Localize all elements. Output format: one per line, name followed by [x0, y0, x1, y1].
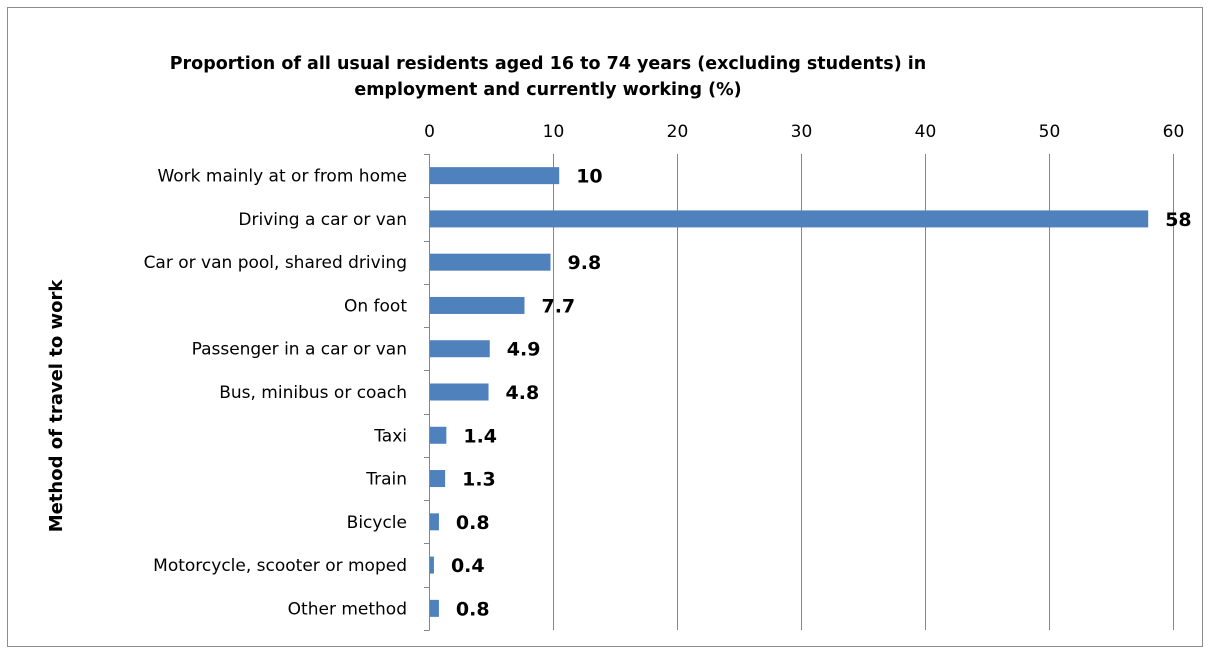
x-tick-label: 20	[667, 122, 689, 142]
data-label: 7.7	[541, 295, 575, 317]
gridlines	[424, 154, 1174, 631]
category-label: On foot	[344, 296, 407, 316]
category-label: Bicycle	[347, 513, 407, 533]
bar-chart: Proportion of all usual residents aged 1…	[46, 54, 1192, 631]
data-label: 4.9	[507, 339, 541, 361]
x-tick-label: 60	[1163, 122, 1185, 142]
chart-title-line-2: employment and currently working (%)	[354, 80, 741, 100]
x-tick-label: 30	[791, 122, 813, 142]
category-label: Other method	[288, 599, 407, 619]
category-label: Taxi	[373, 426, 407, 446]
data-label: 0.8	[456, 512, 490, 534]
data-label: 4.8	[506, 382, 540, 404]
x-axis-ticks: 0 10 20 30 40 50 60	[424, 122, 1184, 142]
bar	[430, 470, 446, 488]
data-label: 1.4	[463, 425, 497, 447]
category-label: Passenger in a car or van	[192, 340, 407, 360]
category-label: Motorcycle, scooter or moped	[153, 556, 407, 576]
bar	[430, 383, 489, 401]
category-labels: Work mainly at or from home Driving a car…	[144, 167, 408, 620]
bar	[430, 426, 447, 444]
data-labels: 10 58 9.8 7.74.9 4.8 1.4 1.3 0.8 0.4 0.8	[451, 166, 1192, 621]
data-label: 58	[1165, 209, 1191, 231]
data-label: 1.3	[462, 469, 496, 491]
bar	[430, 167, 560, 185]
bar	[430, 210, 1149, 228]
x-tick-label: 50	[1039, 122, 1061, 142]
category-label: Train	[365, 470, 407, 490]
data-label: 0.4	[451, 555, 485, 577]
x-tick-label: 0	[424, 122, 435, 142]
y-axis-title: Method of travel to work	[46, 279, 67, 533]
bars	[430, 167, 1149, 617]
chart-title-line-1: Proportion of all usual residents aged 1…	[170, 54, 927, 74]
data-label: 10	[576, 166, 602, 188]
bar	[430, 296, 525, 314]
chart-frame: Proportion of all usual residents aged 1…	[7, 7, 1203, 647]
x-tick-label: 10	[543, 122, 565, 142]
bar	[430, 513, 439, 531]
category-label: Bus, minibus or coach	[219, 383, 407, 403]
category-label: Work mainly at or from home	[157, 167, 407, 187]
bar	[430, 340, 490, 358]
data-label: 9.8	[568, 252, 602, 274]
x-tick-label: 40	[915, 122, 937, 142]
bar	[430, 599, 439, 617]
category-label: Driving a car or van	[238, 210, 407, 230]
data-label: 0.8	[456, 598, 490, 620]
category-label: Car or van pool, shared driving	[144, 253, 407, 273]
bar	[430, 556, 434, 574]
bar	[430, 253, 551, 271]
